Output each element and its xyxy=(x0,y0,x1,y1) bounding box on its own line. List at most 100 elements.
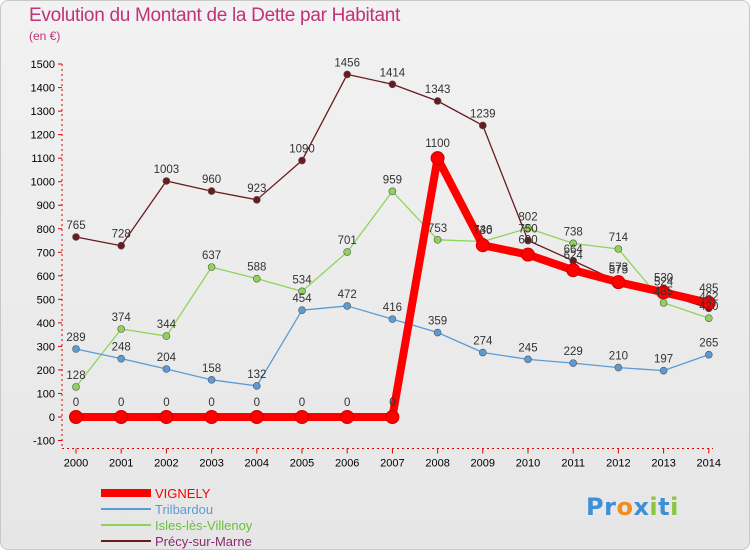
y-tick-label: 900 xyxy=(37,200,55,212)
data-label-vignely: 0 xyxy=(344,397,350,409)
data-label-vignely: 1100 xyxy=(425,138,450,150)
data-point-pr-cy-sur-marne xyxy=(343,70,352,79)
data-point-isles-l-s-villenoy xyxy=(659,299,668,307)
data-label-trilbardou: 210 xyxy=(609,351,628,363)
data-label-pr-cy-sur-marne: 1003 xyxy=(154,164,180,176)
data-point-vignely xyxy=(69,410,83,424)
data-label-isles-l-s-villenoy: 959 xyxy=(383,174,402,186)
data-label-vignely: 624 xyxy=(564,250,584,262)
series-line-vignely xyxy=(72,154,713,421)
data-label-trilbardou: 274 xyxy=(473,336,493,348)
y-tick-label: 200 xyxy=(37,365,55,377)
data-point-vignely xyxy=(656,285,671,300)
logo-letter: x xyxy=(633,493,650,521)
data-label-isles-l-s-villenoy: 701 xyxy=(338,235,357,247)
data-label-pr-cy-sur-marne: 750 xyxy=(518,224,537,236)
data-label-pr-cy-sur-marne: 1456 xyxy=(334,57,360,69)
chart-subtitle: (en €) xyxy=(29,29,61,43)
y-tick-label: 700 xyxy=(37,247,55,259)
data-label-isles-l-s-villenoy: 714 xyxy=(609,232,629,244)
legend-item-precy: Précy-sur-Marne xyxy=(101,533,252,549)
y-tick-label: 1100 xyxy=(31,153,55,165)
data-label-pr-cy-sur-marne: 1239 xyxy=(470,108,496,120)
legend-item-trilbardou: Trilbardou xyxy=(101,501,252,517)
data-point-isles-l-s-villenoy xyxy=(207,263,216,271)
x-tick-label: 2001 xyxy=(109,458,133,470)
data-label-trilbardou: 454 xyxy=(292,293,312,305)
logo-letter: r xyxy=(604,493,617,521)
data-point-pr-cy-sur-marne xyxy=(298,156,306,165)
data-label-vignely: 485 xyxy=(699,283,718,295)
data-point-vignely xyxy=(566,263,581,278)
data-point-trilbardou xyxy=(388,315,397,323)
y-tick-label: 1300 xyxy=(31,106,55,118)
data-point-pr-cy-sur-marne xyxy=(162,177,171,185)
proxiti-logo: Proxiti xyxy=(586,493,679,521)
data-label-vignely: 0 xyxy=(299,397,305,409)
y-tick-label: 300 xyxy=(37,341,55,353)
data-point-isles-l-s-villenoy xyxy=(117,325,125,333)
data-label-vignely: 530 xyxy=(654,272,673,284)
x-tick-label: 2013 xyxy=(651,458,675,470)
data-point-isles-l-s-villenoy xyxy=(253,274,261,283)
data-point-isles-l-s-villenoy xyxy=(388,187,397,196)
data-point-isles-l-s-villenoy xyxy=(704,314,713,322)
data-label-isles-l-s-villenoy: 802 xyxy=(518,211,537,223)
legend-label-precy: Précy-sur-Marne xyxy=(155,533,252,549)
series-lines xyxy=(69,70,716,424)
x-tick-label: 2003 xyxy=(199,458,223,470)
y-tick-label: 100 xyxy=(37,388,55,400)
data-point-vignely xyxy=(521,247,535,262)
data-label-vignely: 573 xyxy=(609,262,628,274)
legend-swatch-trilbardou xyxy=(101,508,151,510)
data-point-pr-cy-sur-marne xyxy=(524,236,532,245)
data-label-isles-l-s-villenoy: 746 xyxy=(473,224,492,236)
data-label-trilbardou: 359 xyxy=(428,316,447,328)
data-point-vignely xyxy=(159,410,174,424)
data-label-isles-l-s-villenoy: 738 xyxy=(564,226,583,238)
data-label-pr-cy-sur-marne: 1414 xyxy=(380,67,406,79)
data-label-trilbardou: 204 xyxy=(157,352,177,364)
data-label-pr-cy-sur-marne: 960 xyxy=(202,174,221,186)
logo-letter: P xyxy=(586,493,605,521)
data-point-vignely xyxy=(475,238,490,253)
data-label-vignely: 730 xyxy=(473,225,492,237)
data-label-pr-cy-sur-marne: 1090 xyxy=(289,144,315,156)
y-tick-label: 400 xyxy=(37,318,55,330)
data-point-isles-l-s-villenoy xyxy=(343,248,352,256)
data-point-vignely xyxy=(295,410,309,424)
data-point-vignely xyxy=(204,410,219,424)
data-point-isles-l-s-villenoy xyxy=(614,245,623,253)
data-label-trilbardou: 289 xyxy=(66,332,85,344)
logo-letter: o xyxy=(616,493,634,521)
y-tick-label: 1200 xyxy=(31,130,55,142)
y-tick-label: 800 xyxy=(37,224,55,236)
axes: -100010020030040050060070080090010001100… xyxy=(31,59,722,469)
legend: VIGNELY Trilbardou Isles-lès-Villenoy Pr… xyxy=(101,485,252,549)
data-point-vignely xyxy=(611,275,626,290)
legend-swatch-isles xyxy=(101,524,151,526)
data-label-pr-cy-sur-marne: 765 xyxy=(66,220,85,232)
data-point-vignely xyxy=(340,410,355,424)
data-point-pr-cy-sur-marne xyxy=(72,233,80,241)
data-point-isles-l-s-villenoy xyxy=(569,239,578,248)
data-label-vignely: 0 xyxy=(73,397,79,409)
data-label-isles-l-s-villenoy: 420 xyxy=(699,301,718,313)
data-label-isles-l-s-villenoy: 485 xyxy=(654,286,673,298)
data-label-trilbardou: 229 xyxy=(564,346,583,358)
x-tick-label: 2006 xyxy=(335,458,359,470)
y-tick-label: 1400 xyxy=(31,83,55,95)
data-point-isles-l-s-villenoy xyxy=(298,287,306,296)
data-label-vignely: 0 xyxy=(163,397,169,409)
y-tick-label: 1500 xyxy=(31,59,55,71)
x-tick-label: 2010 xyxy=(516,458,540,470)
data-point-pr-cy-sur-marne xyxy=(253,196,261,204)
legend-label-isles: Isles-lès-Villenoy xyxy=(155,517,253,533)
data-label-isles-l-s-villenoy: 374 xyxy=(112,312,132,324)
data-labels: 7657281003960923109014561414134312397506… xyxy=(66,57,718,409)
data-point-trilbardou xyxy=(614,363,623,372)
data-label-isles-l-s-villenoy: 534 xyxy=(292,274,312,286)
data-point-vignely xyxy=(114,410,129,424)
data-label-vignely: 0 xyxy=(118,397,124,409)
